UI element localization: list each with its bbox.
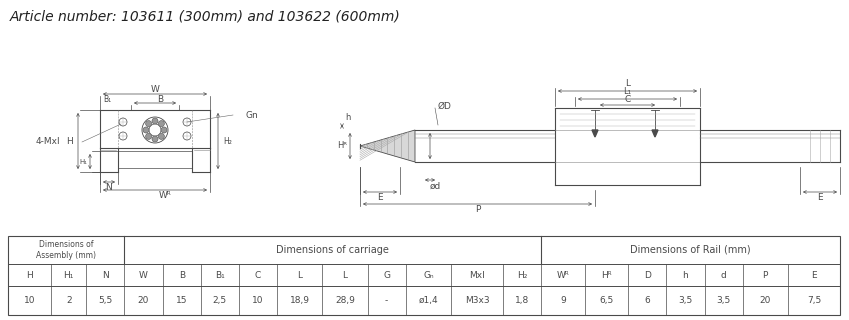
Text: Dimensions of
Assembly (mm): Dimensions of Assembly (mm) [37,240,96,260]
Polygon shape [652,130,658,137]
Text: B: B [178,270,185,279]
Text: E: E [811,270,817,279]
Polygon shape [592,130,598,137]
Text: 10: 10 [24,296,36,305]
Text: P: P [475,205,481,214]
Text: 1,8: 1,8 [515,296,529,305]
Text: B₁: B₁ [215,270,225,279]
Text: B₁: B₁ [103,94,111,103]
Text: E: E [377,194,383,203]
Circle shape [152,136,158,142]
Text: L: L [297,270,302,279]
Text: ø1,4: ø1,4 [419,296,438,305]
Text: L: L [342,270,347,279]
Text: N: N [102,270,109,279]
Circle shape [161,127,167,133]
Text: L₁: L₁ [623,87,632,97]
Text: ØD: ØD [438,101,452,110]
Text: Hᴿ: Hᴿ [337,141,347,150]
Text: 2: 2 [66,296,71,305]
Circle shape [152,118,158,124]
Text: 2,5: 2,5 [213,296,227,305]
Text: L: L [625,79,630,89]
Text: H₁: H₁ [64,270,74,279]
Text: 5,5: 5,5 [98,296,112,305]
Text: 20: 20 [760,296,771,305]
Text: 4-Mxl: 4-Mxl [36,138,60,147]
Text: D: D [644,270,650,279]
Text: P: P [762,270,768,279]
Text: 18,9: 18,9 [290,296,310,305]
Text: 3,5: 3,5 [678,296,693,305]
Text: 28,9: 28,9 [335,296,355,305]
Text: Gn: Gn [246,110,259,119]
Text: W: W [150,84,160,93]
Text: Dimensions of carriage: Dimensions of carriage [277,245,389,255]
Text: d: d [721,270,727,279]
Circle shape [159,133,165,140]
Text: Mxl: Mxl [469,270,485,279]
Text: E: E [818,194,823,203]
Text: W: W [139,270,148,279]
Text: H: H [66,137,73,146]
Text: 6,5: 6,5 [599,296,614,305]
Circle shape [159,121,165,127]
Circle shape [146,121,152,127]
Text: Article number: 103611 (300mm) and 103622 (600mm): Article number: 103611 (300mm) and 10362… [10,10,401,24]
Text: 7,5: 7,5 [807,296,821,305]
Polygon shape [360,130,415,162]
Text: h: h [683,270,689,279]
Circle shape [146,133,152,140]
Text: Hᴿ: Hᴿ [601,270,611,279]
Text: 20: 20 [138,296,149,305]
Text: 10: 10 [252,296,264,305]
Text: 9: 9 [560,296,565,305]
Text: Wᴿ: Wᴿ [159,191,171,201]
Text: 15: 15 [176,296,188,305]
Circle shape [143,127,149,133]
Text: H₁: H₁ [79,158,87,164]
Text: Wᴿ: Wᴿ [557,270,570,279]
Text: N: N [105,183,112,193]
Text: H₂: H₂ [517,270,527,279]
Text: Gₙ: Gₙ [423,270,434,279]
Text: H₂: H₂ [223,137,232,146]
Text: -: - [385,296,388,305]
Text: M3x3: M3x3 [464,296,489,305]
Text: h: h [345,114,351,123]
Bar [8,236,840,315]
Text: Dimensions of Rail (mm): Dimensions of Rail (mm) [630,245,751,255]
Text: G: G [383,270,391,279]
Text: 6: 6 [644,296,650,305]
Text: ød: ød [430,181,441,190]
Text: 3,5: 3,5 [717,296,731,305]
Text: C: C [255,270,261,279]
Text: C: C [624,94,631,103]
Text: H: H [26,270,33,279]
Text: B: B [157,94,163,103]
